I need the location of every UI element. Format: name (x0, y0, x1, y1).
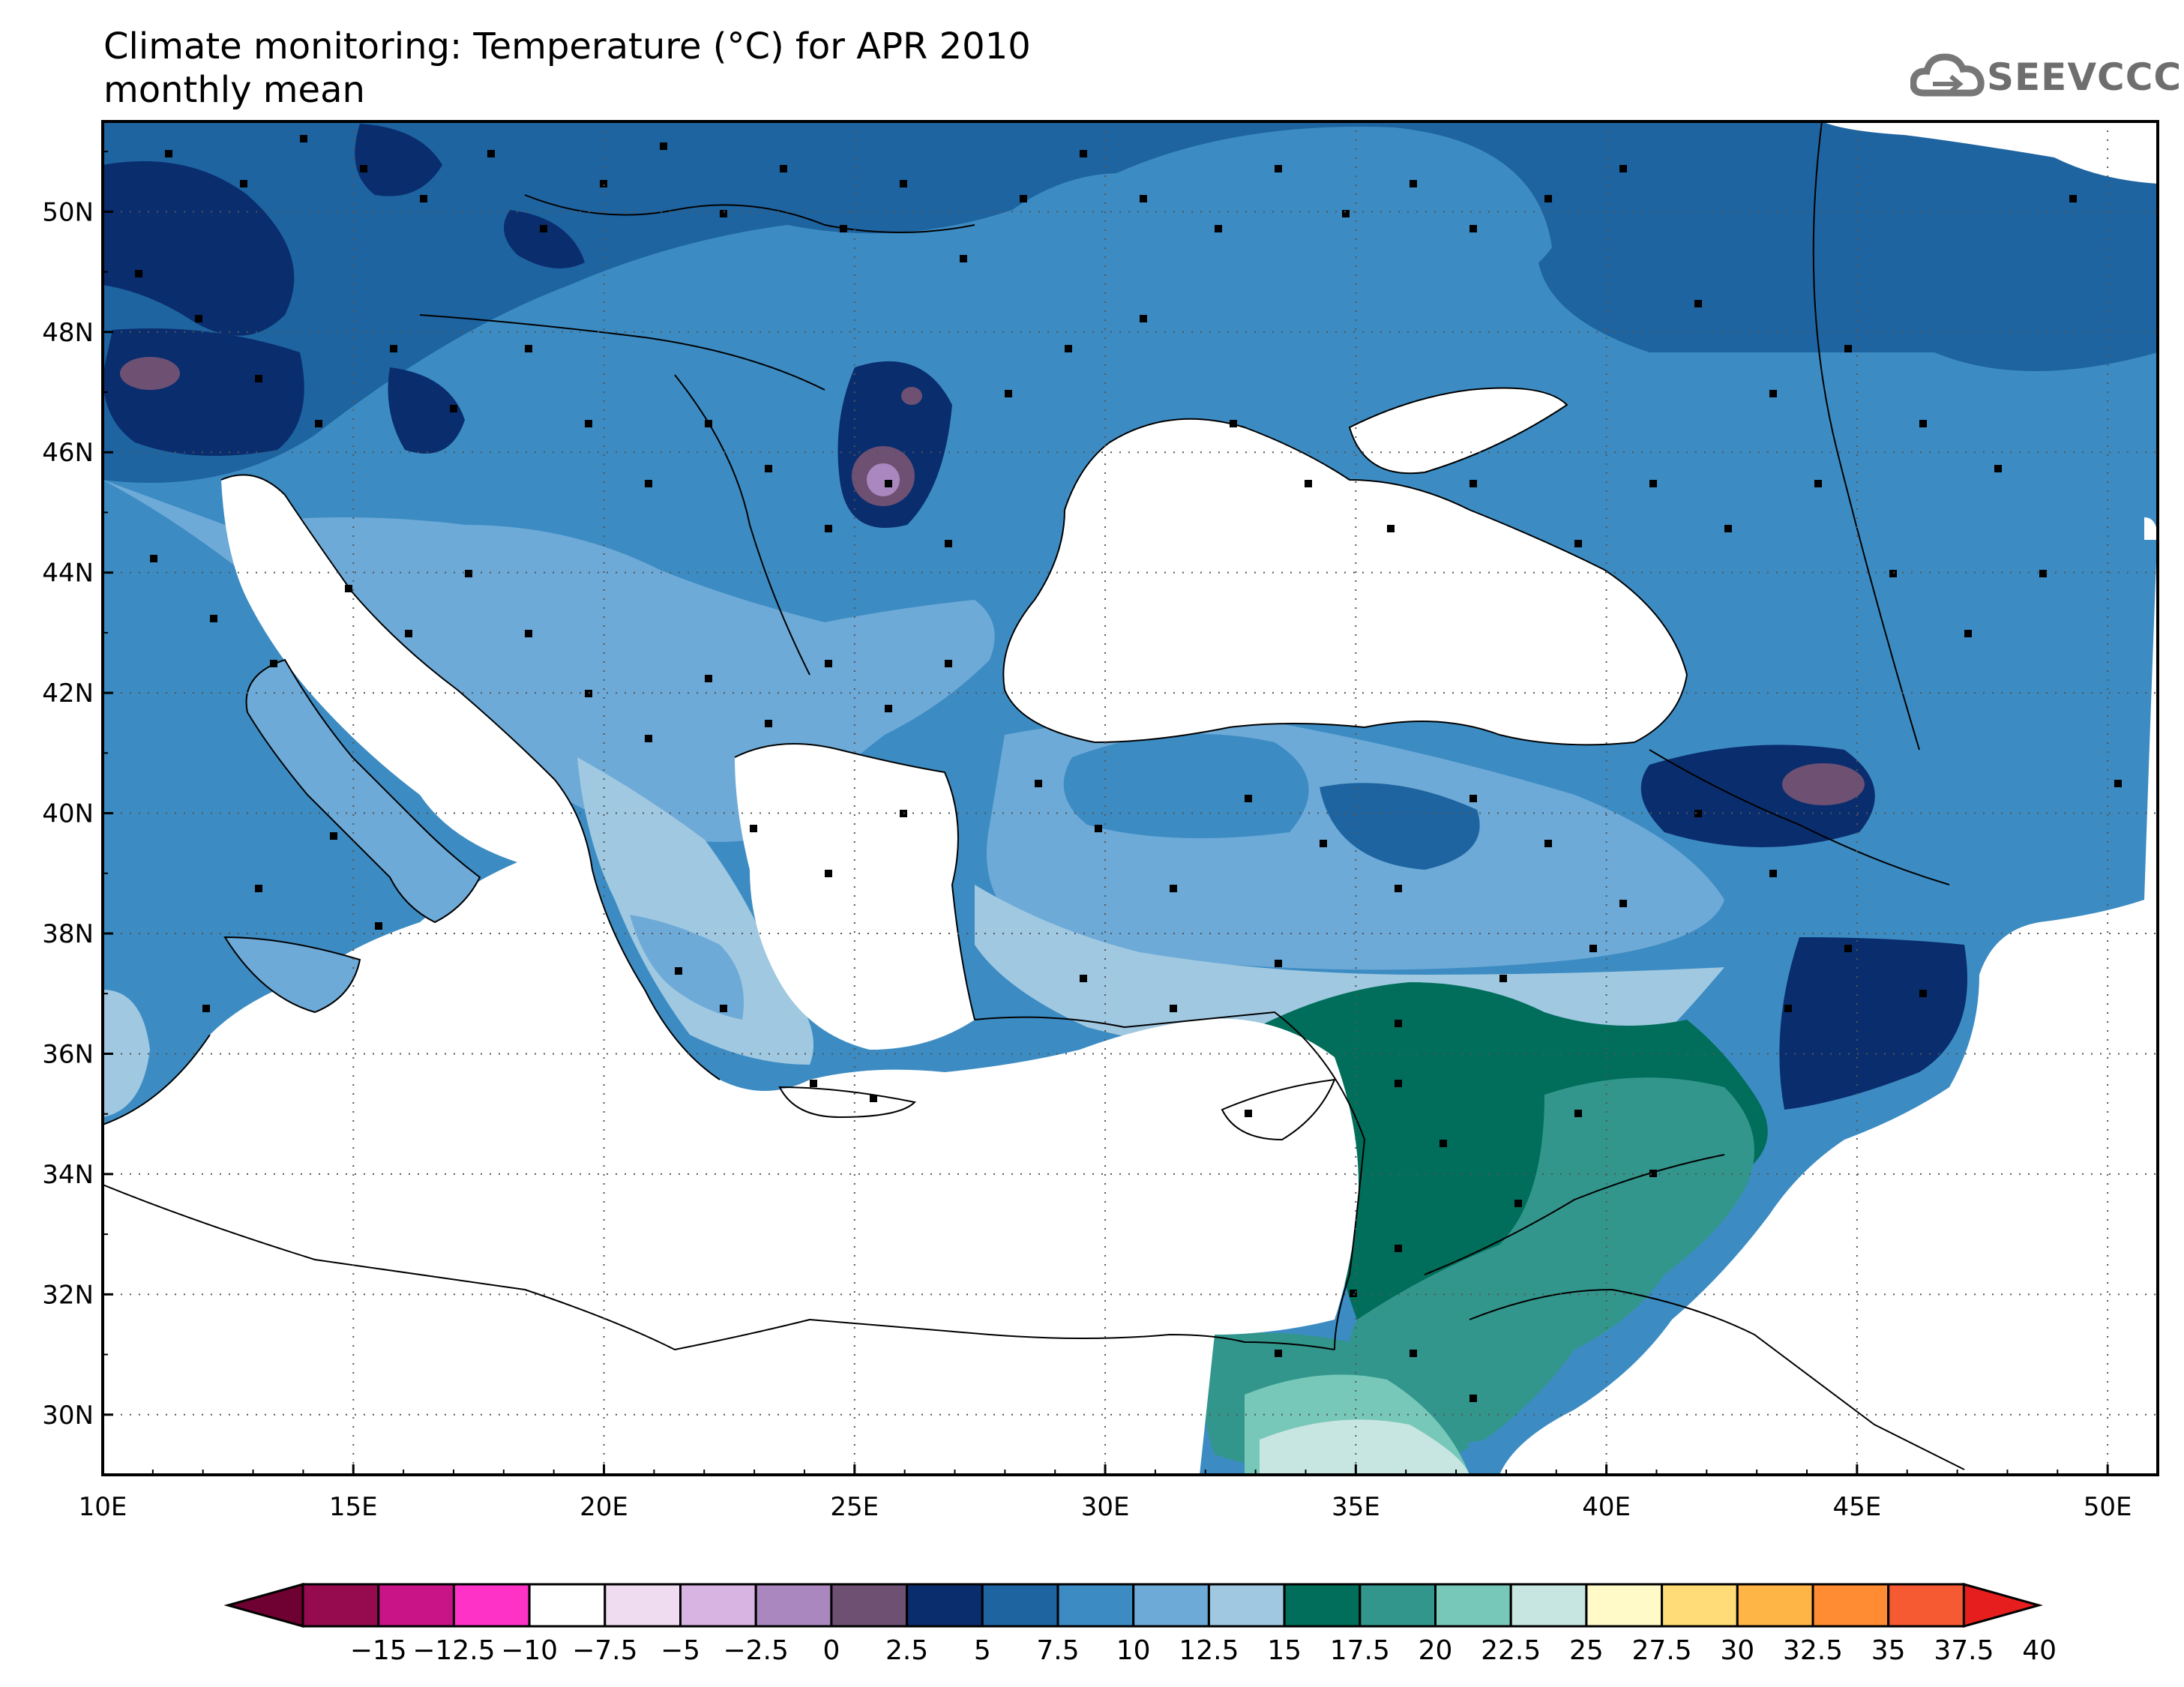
colorbar: −15 −12.5 −10 −7.5 −5 −2.5 0 2.5 5 7.5 10 12.5 15 17.… (223, 1583, 2057, 1666)
colorbar-label: 40 (2022, 1635, 2057, 1666)
colorbar-label: 30 (1720, 1635, 1754, 1666)
colorbar-swatch (604, 1583, 682, 1628)
y-tick-label: 38N (42, 919, 94, 949)
colorbar-swatch (1887, 1583, 1965, 1628)
colorbar-swatch (452, 1583, 531, 1628)
colorbar-swatch (1811, 1583, 1890, 1628)
colorbar-swatch (754, 1583, 833, 1628)
y-tick-label: 30N (42, 1401, 94, 1431)
grid-lines (103, 121, 2158, 1475)
temperature-field (103, 121, 2158, 1475)
y-axis: 30N 32N 34N 36N 38N 40N 42N 44N 46N 48N 50N (42, 151, 113, 1476)
colorbar-label: 27.5 (1632, 1635, 1692, 1666)
x-axis: 10E 15E 20E 25E 30E 35E 40E 45E 50E (79, 1464, 2132, 1522)
x-tick-label: 30E (1081, 1492, 1130, 1522)
y-tick-label: 34N (42, 1160, 94, 1190)
colorbar-label: 2.5 (885, 1635, 928, 1666)
colorbar-swatch (1207, 1583, 1286, 1628)
y-tick-label: 42N (42, 679, 94, 709)
colorbar-label: −15 (350, 1635, 407, 1666)
colorbar-label: −5 (661, 1635, 700, 1666)
x-tick-label: 25E (830, 1492, 879, 1522)
colorbar-label: −7.5 (572, 1635, 637, 1666)
y-tick-label: 48N (42, 318, 94, 348)
y-tick-label: 50N (42, 197, 94, 227)
colorbar-swatch (1434, 1583, 1512, 1628)
x-tick-label: 15E (329, 1492, 378, 1522)
colorbar-swatch (301, 1583, 380, 1628)
colorbar-label: 7.5 (1036, 1635, 1079, 1666)
colorbar-swatch (528, 1583, 607, 1628)
map-title: Climate monitoring: Temperature (°C) for… (103, 25, 1031, 67)
colorbar-swatch (679, 1583, 757, 1628)
colorbar-swatch (1585, 1583, 1664, 1628)
colorbar-label: 17.5 (1330, 1635, 1390, 1666)
x-tick-label: 45E (1833, 1492, 1882, 1522)
colorbar-label: −2.5 (723, 1635, 788, 1666)
colorbar-swatch (1056, 1583, 1135, 1628)
y-tick-label: 32N (42, 1280, 94, 1310)
colorbar-swatch (1661, 1583, 1739, 1628)
colorbar-label: 32.5 (1783, 1635, 1843, 1666)
x-tick-label: 40E (1582, 1492, 1631, 1522)
colorbar-label: 0 (822, 1635, 840, 1666)
colorbar-label: 5 (974, 1635, 991, 1666)
colorbar-label: 12.5 (1179, 1635, 1239, 1666)
colorbar-label: 25 (1569, 1635, 1604, 1666)
colorbar-swatch (906, 1583, 984, 1628)
colorbar-swatch (1359, 1583, 1437, 1628)
colorbar-swatch (1132, 1583, 1210, 1628)
colorbar-swatch (1736, 1583, 1814, 1628)
cloud-icon (1910, 53, 1985, 97)
coastlines (103, 121, 1965, 1470)
colorbar-label: −10 (501, 1635, 558, 1666)
colorbar-over-triangle (1962, 1583, 2043, 1628)
y-tick-label: 36N (42, 1039, 94, 1069)
logo-text: SEEVCCC (1987, 55, 2183, 99)
colorbar-swatch (1283, 1583, 1362, 1628)
map-subtitle: monthly mean (103, 69, 365, 111)
colorbar-label: 10 (1116, 1635, 1151, 1666)
colorbar-under-triangle (223, 1583, 304, 1628)
x-tick-label: 50E (2084, 1492, 2132, 1522)
x-tick-label: 20E (580, 1492, 628, 1522)
y-tick-label: 40N (42, 799, 94, 829)
y-tick-label: 46N (42, 438, 94, 468)
plot-frame (101, 120, 2159, 1476)
colorbar-label: 15 (1267, 1635, 1302, 1666)
colorbar-label: −12.5 (412, 1635, 495, 1666)
colorbar-label: 35 (1871, 1635, 1906, 1666)
colorbar-swatch (830, 1583, 909, 1628)
station-markers (135, 135, 2122, 1402)
colorbar-swatch (377, 1583, 455, 1628)
colorbar-label: 22.5 (1481, 1635, 1541, 1666)
colorbar-label: 37.5 (1934, 1635, 1994, 1666)
x-tick-label: 35E (1332, 1492, 1380, 1522)
colorbar-label: 20 (1419, 1635, 1453, 1666)
y-tick-label: 44N (42, 559, 94, 589)
colorbar-swatch (1509, 1583, 1588, 1628)
seevccc-logo: SEEVCCC (1910, 46, 2181, 106)
colorbar-swatch (981, 1583, 1059, 1628)
x-tick-label: 10E (79, 1492, 127, 1522)
